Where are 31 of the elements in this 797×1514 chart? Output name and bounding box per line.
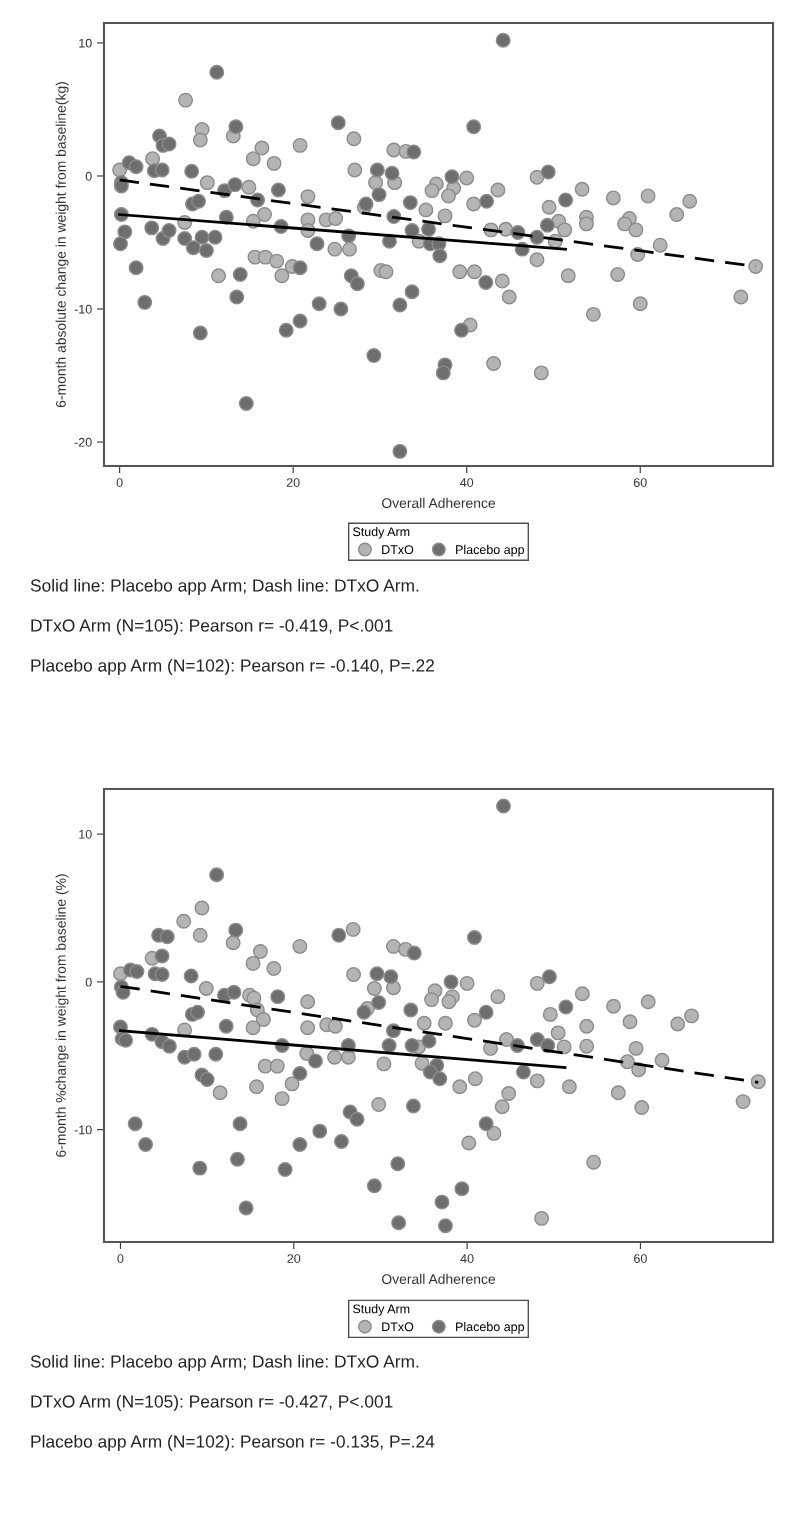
text: Placebo app Arm (N=102): Pearson r= -0.140, P=.22: [31, 658, 434, 676]
text: DTxO Arm (N=105): Pearson r= -0.419, P<.001: [31, 618, 393, 636]
y-axis-title: 6-month absolute change in weight from baseline(kg): [55, 82, 69, 408]
y-tick-label: 10: [79, 829, 92, 839]
x-tick-label: 20: [287, 1254, 301, 1263]
legend-label: DTxO: [382, 1322, 414, 1332]
legend-label: DTxO: [382, 545, 414, 555]
text: Solid line: Placebo app Arm; Dash line: DTxO Arm.: [30, 578, 419, 596]
text: DTxO Arm (N=105): Pearson r= -0.427, P<.001: [31, 1394, 393, 1412]
legend-label: Placebo app: [456, 1322, 525, 1334]
y-tick-label: 10: [79, 38, 92, 48]
y-tick-label: 0: [85, 977, 92, 987]
x-tick-label: 60: [634, 1254, 647, 1263]
x-axis-title: Overall Adherence: [382, 497, 496, 508]
x-tick-label: 0: [116, 478, 123, 487]
text: Placebo app Arm (N=102): Pearson r= -0.135, P=.24: [31, 1434, 435, 1452]
y-tick-label: -20: [74, 437, 92, 447]
x-axis-title: Overall Adherence: [382, 1273, 496, 1284]
legend-label: Placebo app: [456, 544, 525, 557]
y-tick-label: -10: [74, 1125, 92, 1135]
x-tick-label: 60: [633, 478, 647, 487]
x-tick-label: 0: [117, 1254, 124, 1263]
x-tick-label: 40: [460, 1254, 474, 1263]
y-axis-title: 6-month %change in weight from baseline (%): [55, 874, 69, 1157]
x-tick-label: 20: [286, 478, 300, 487]
text: Solid line: Placebo app Arm; Dash line: DTxO Arm.: [30, 1354, 419, 1372]
y-tick-label: -10: [74, 304, 92, 314]
legend-title: Study Arm: [353, 526, 410, 539]
y-tick-label: 0: [85, 171, 92, 181]
legend-title: Study Arm: [353, 1304, 410, 1316]
x-tick-label: 40: [460, 478, 474, 487]
